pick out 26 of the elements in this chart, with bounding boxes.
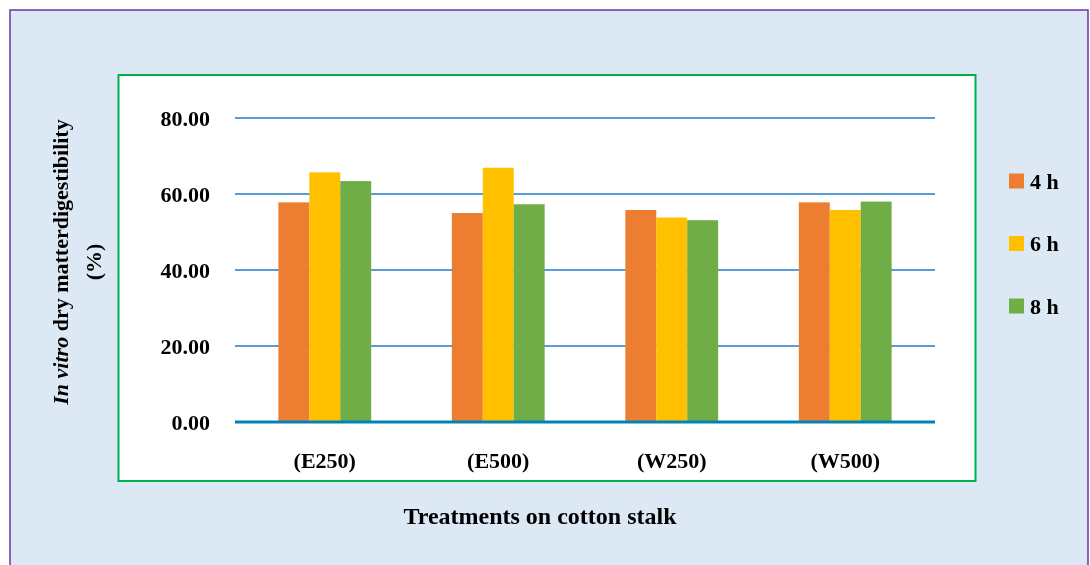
y-tick-label: 80.00 <box>160 105 210 131</box>
legend-label: 6 h <box>1030 231 1059 256</box>
bar <box>860 201 892 422</box>
bar <box>687 220 719 422</box>
y-tick-label: 0.00 <box>171 409 210 435</box>
x-tick-label: (W500) <box>810 447 881 473</box>
bar <box>656 217 688 422</box>
bar <box>625 209 657 422</box>
y-tick-label: 20.00 <box>160 333 210 359</box>
x-tick-label: (E250) <box>293 447 356 473</box>
legend-label: 8 h <box>1030 293 1059 319</box>
y-tick-label: 40.00 <box>160 257 210 283</box>
x-axis-title: Treatments on cotton stalk <box>403 503 678 529</box>
bar <box>451 213 483 422</box>
x-tick-label: (W250) <box>636 447 707 473</box>
bar <box>278 202 310 422</box>
bar <box>829 209 861 422</box>
x-tick-label: (E500) <box>467 447 530 473</box>
bar <box>513 204 545 422</box>
bar <box>482 167 514 422</box>
y-axis-title: In vitro dry matterdigestibility (%) <box>47 119 106 406</box>
y-tick-label: 60.00 <box>160 181 210 207</box>
bar <box>798 202 830 422</box>
bar <box>340 181 372 422</box>
legend-label: 4 h <box>1030 168 1059 194</box>
bar <box>309 172 341 422</box>
